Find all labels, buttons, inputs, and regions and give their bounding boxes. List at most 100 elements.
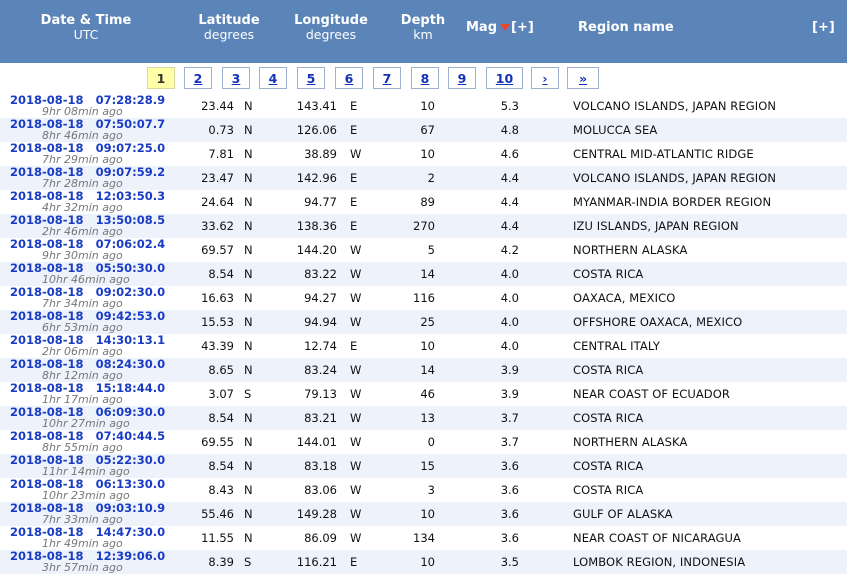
depth-value: 116 — [413, 291, 435, 305]
datetime-column-header[interactable]: Date & Time UTC — [30, 14, 142, 42]
event-datetime-link[interactable]: 2018-08-18 06:13:30.0 — [10, 477, 166, 491]
event-datetime-link[interactable]: 2018-08-18 15:18:44.0 — [10, 381, 166, 395]
longitude-column-header[interactable]: Longitude degrees — [290, 14, 372, 42]
table-row[interactable]: 2018-08-18 07:28:28.9 9hr 08min ago 23.44 N… — [0, 94, 847, 118]
latitude-direction: N — [244, 195, 253, 209]
table-row[interactable]: 2018-08-18 06:09:30.0 10hr 27min ago 8.54 N… — [0, 406, 847, 430]
longitude-direction: W — [350, 387, 362, 401]
event-datetime-link[interactable]: 2018-08-18 14:47:30.0 — [10, 525, 166, 539]
table-row[interactable]: 2018-08-18 06:13:30.0 10hr 23min ago 8.43 N… — [0, 478, 847, 502]
page-10-button[interactable]: 10 — [486, 67, 523, 89]
columns-expand-button[interactable]: [+] — [812, 21, 838, 35]
magnitude-value: 4.0 — [500, 339, 519, 353]
table-header: Date & Time UTC Latitude degrees Longitu… — [0, 0, 847, 63]
page-6-button[interactable]: 6 — [335, 67, 363, 89]
table-row[interactable]: 2018-08-18 07:50:07.7 8hr 46min ago 0.73 N 1… — [0, 118, 847, 142]
mag-expand-button[interactable]: [+] — [511, 20, 534, 35]
page-5-button[interactable]: 5 — [297, 67, 325, 89]
magnitude-value: 3.7 — [500, 411, 519, 425]
event-datetime-link[interactable]: 2018-08-18 06:09:30.0 — [10, 405, 166, 419]
magnitude-value: 4.8 — [500, 123, 519, 137]
magnitude-column-header[interactable]: Mag [+] — [466, 21, 542, 35]
page-2-button[interactable]: 2 — [184, 67, 212, 89]
latitude-value: 55.46 — [201, 507, 234, 521]
table-row[interactable]: 2018-08-18 13:50:08.5 2hr 46min ago 33.62 N… — [0, 214, 847, 238]
latitude-direction: N — [244, 267, 253, 281]
latitude-direction: S — [244, 387, 252, 401]
region-name: VOLCANO ISLANDS, JAPAN REGION — [573, 171, 777, 185]
event-datetime-link[interactable]: 2018-08-18 12:39:06.0 — [10, 549, 166, 563]
table-row[interactable]: 2018-08-18 09:42:53.0 6hr 53min ago 15.53 N… — [0, 310, 847, 334]
page-3-button[interactable]: 3 — [222, 67, 250, 89]
event-datetime-link[interactable]: 2018-08-18 09:03:10.9 — [10, 501, 166, 515]
depth-header-label: Depth — [400, 13, 446, 28]
region-name: NORTHERN ALASKA — [573, 243, 688, 257]
event-datetime-link[interactable]: 2018-08-18 09:07:25.0 — [10, 141, 166, 155]
event-datetime-link[interactable]: 2018-08-18 05:22:30.0 — [10, 453, 166, 467]
latitude-column-header[interactable]: Latitude degrees — [190, 14, 268, 42]
event-datetime-link[interactable]: 2018-08-18 07:28:28.9 — [10, 93, 166, 107]
table-row[interactable]: 2018-08-18 05:22:30.0 11hr 14min ago 8.54 N… — [0, 454, 847, 478]
latitude-direction: N — [244, 459, 253, 473]
magnitude-value: 3.6 — [500, 459, 519, 473]
longitude-direction: W — [350, 147, 362, 161]
longitude-value: 83.18 — [304, 459, 337, 473]
event-datetime-link[interactable]: 2018-08-18 09:07:59.2 — [10, 165, 166, 179]
table-row[interactable]: 2018-08-18 15:18:44.0 1hr 17min ago 3.07 S 7… — [0, 382, 847, 406]
table-row[interactable]: 2018-08-18 07:06:02.4 9hr 30min ago 69.57 N… — [0, 238, 847, 262]
latitude-value: 7.81 — [208, 147, 234, 161]
next-page-button[interactable]: › — [531, 67, 559, 89]
event-datetime-link[interactable]: 2018-08-18 08:24:30.0 — [10, 357, 166, 371]
depth-value: 270 — [413, 219, 435, 233]
depth-header-sub: km — [413, 27, 433, 42]
table-row[interactable]: 2018-08-18 08:24:30.0 8hr 12min ago 8.65 N 8… — [0, 358, 847, 382]
page-9-button[interactable]: 9 — [448, 67, 476, 89]
table-row[interactable]: 2018-08-18 09:07:25.0 7hr 29min ago 7.81 N 3… — [0, 142, 847, 166]
table-row[interactable]: 2018-08-18 14:47:30.0 1hr 49min ago 11.55 N… — [0, 526, 847, 550]
table-row[interactable]: 2018-08-18 09:02:30.0 7hr 34min ago 16.63 N… — [0, 286, 847, 310]
event-datetime-link[interactable]: 2018-08-18 09:02:30.0 — [10, 285, 166, 299]
depth-value: 67 — [420, 123, 435, 137]
table-row[interactable]: 2018-08-18 09:07:59.2 7hr 28min ago 23.47 N… — [0, 166, 847, 190]
table-row[interactable]: 2018-08-18 07:40:44.5 8hr 55min ago 69.55 N… — [0, 430, 847, 454]
table-row[interactable]: 2018-08-18 12:39:06.0 3hr 57min ago 8.39 S 1… — [0, 550, 847, 574]
magnitude-value: 3.9 — [500, 387, 519, 401]
page-7-button[interactable]: 7 — [373, 67, 401, 89]
longitude-direction: E — [350, 555, 358, 569]
latitude-direction: N — [244, 507, 253, 521]
magnitude-value: 5.3 — [500, 99, 519, 113]
depth-value: 10 — [420, 147, 435, 161]
table-row[interactable]: 2018-08-18 14:30:13.1 2hr 06min ago 43.39 N… — [0, 334, 847, 358]
depth-value: 14 — [420, 363, 435, 377]
page-8-button[interactable]: 8 — [411, 67, 439, 89]
depth-column-header[interactable]: Depth km — [396, 14, 450, 42]
event-datetime-link[interactable]: 2018-08-18 13:50:08.5 — [10, 213, 166, 227]
longitude-header-sub: degrees — [305, 27, 357, 42]
longitude-value: 83.22 — [304, 267, 337, 281]
event-datetime-link[interactable]: 2018-08-18 07:06:02.4 — [10, 237, 166, 251]
event-datetime-link[interactable]: 2018-08-18 07:40:44.5 — [10, 429, 166, 443]
table-row[interactable]: 2018-08-18 09:03:10.9 7hr 33min ago 55.46 N… — [0, 502, 847, 526]
table-row[interactable]: 2018-08-18 05:50:30.0 10hr 46min ago 8.54 N… — [0, 262, 847, 286]
region-column-header[interactable]: Region name — [578, 21, 688, 35]
latitude-direction: N — [244, 171, 253, 185]
region-name: IZU ISLANDS, JAPAN REGION — [573, 219, 739, 233]
table-row[interactable]: 2018-08-18 12:03:50.3 4hr 32min ago 24.64 N… — [0, 190, 847, 214]
region-name: MYANMAR-INDIA BORDER REGION — [573, 195, 772, 209]
region-name: COSTA RICA — [573, 267, 644, 281]
page-4-button[interactable]: 4 — [259, 67, 287, 89]
magnitude-value: 3.6 — [500, 507, 519, 521]
event-datetime-link[interactable]: 2018-08-18 12:03:50.3 — [10, 189, 166, 203]
event-datetime-link[interactable]: 2018-08-18 07:50:07.7 — [10, 117, 166, 131]
datetime-header-label: Date & Time — [40, 13, 132, 28]
latitude-direction: N — [244, 99, 253, 113]
event-time-ago: 7hr 34min ago — [42, 297, 123, 310]
event-datetime-link[interactable]: 2018-08-18 05:50:30.0 — [10, 261, 166, 275]
depth-value: 15 — [420, 459, 435, 473]
magnitude-value: 4.0 — [500, 291, 519, 305]
last-page-button[interactable]: » — [567, 67, 599, 89]
event-datetime-link[interactable]: 2018-08-18 09:42:53.0 — [10, 309, 166, 323]
event-datetime-link[interactable]: 2018-08-18 14:30:13.1 — [10, 333, 166, 347]
latitude-value: 8.65 — [208, 363, 234, 377]
page-1-button[interactable]: 1 — [147, 67, 175, 89]
